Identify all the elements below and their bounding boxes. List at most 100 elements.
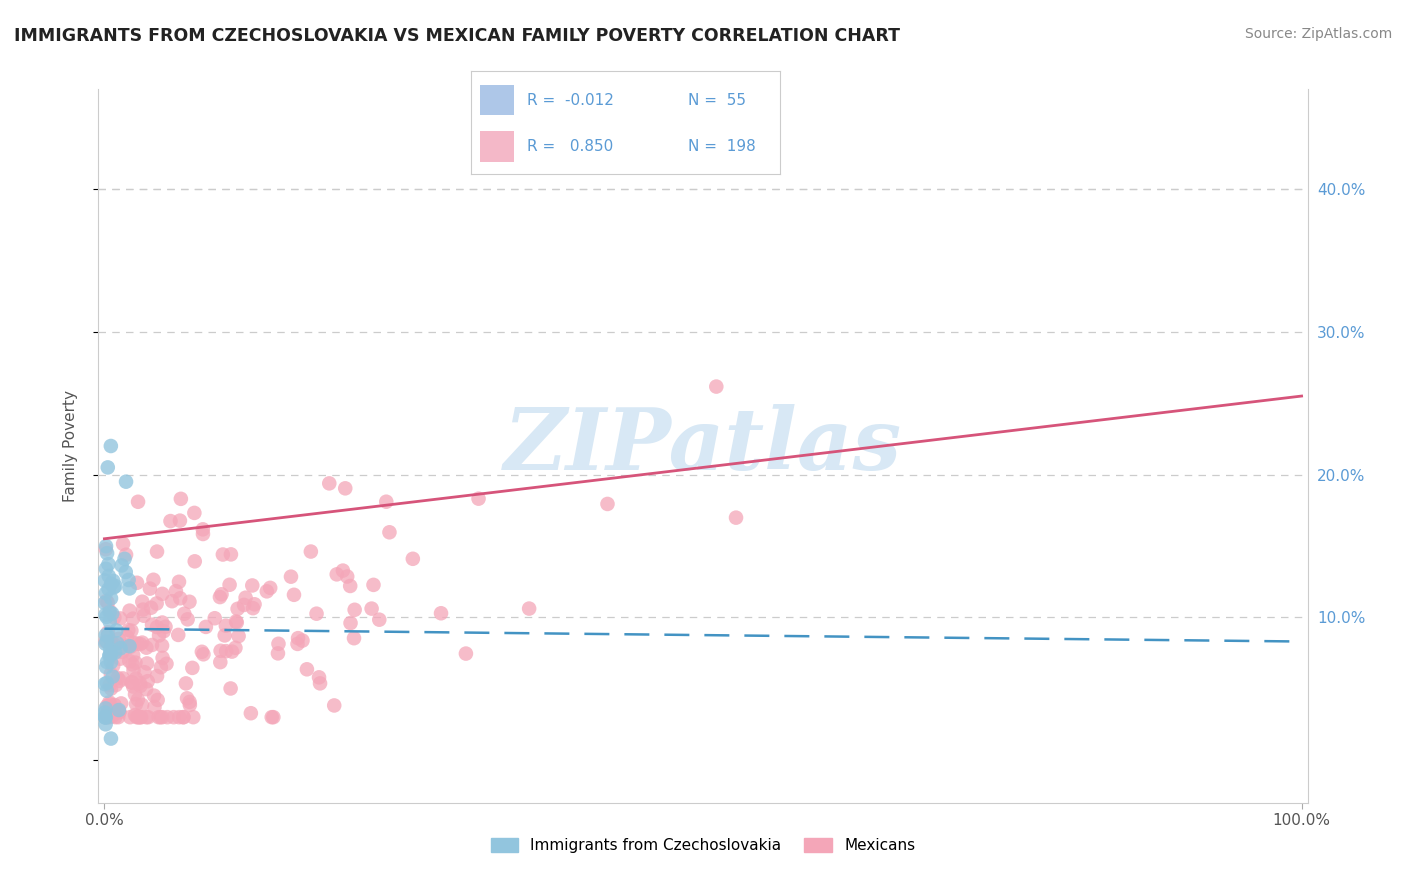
Point (98, 698, 121, 712)
Point (146, 544, 169, 558)
Point (212, 548, 235, 562)
Point (98, 604, 121, 618)
Point (124, 656, 146, 670)
Point (96, 594, 118, 608)
Point (94, 628, 117, 642)
Point (267, 646, 290, 660)
Point (129, 637, 152, 651)
Point (596, 497, 619, 511)
Point (179, 695, 201, 709)
Point (267, 637, 290, 651)
Point (131, 635, 153, 649)
Point (108, 651, 131, 665)
Text: IMMIGRANTS FROM CZECHOSLOVAKIA VS MEXICAN FAMILY POVERTY CORRELATION CHART: IMMIGRANTS FROM CZECHOSLOVAKIA VS MEXICA… (14, 27, 900, 45)
Point (94, 586, 117, 600)
Point (115, 475, 138, 489)
Point (150, 615, 173, 630)
Point (259, 581, 281, 595)
Point (97, 557, 120, 571)
Point (167, 628, 190, 642)
Point (94, 710, 117, 724)
Point (143, 700, 166, 714)
Point (114, 551, 136, 566)
Point (103, 574, 125, 588)
Point (100, 591, 122, 606)
Point (98, 648, 121, 663)
Point (287, 637, 309, 651)
Point (242, 601, 264, 615)
Point (141, 617, 163, 632)
Point (111, 672, 134, 686)
Text: R =   0.850: R = 0.850 (527, 139, 613, 153)
Point (103, 698, 125, 712)
Point (96, 610, 118, 624)
Point (235, 591, 257, 605)
Point (135, 710, 157, 724)
Point (127, 710, 149, 724)
Point (122, 612, 145, 626)
Point (183, 506, 205, 520)
Legend: Immigrants from Czechoslovakia, Mexicans: Immigrants from Czechoslovakia, Mexicans (485, 832, 921, 859)
Point (191, 522, 214, 536)
Point (191, 645, 214, 659)
Point (96, 546, 118, 560)
Point (159, 514, 181, 528)
Text: ZIPatlas: ZIPatlas (503, 404, 903, 488)
Text: Source: ZipAtlas.com: Source: ZipAtlas.com (1244, 27, 1392, 41)
Point (128, 710, 150, 724)
Point (239, 706, 262, 721)
Point (107, 671, 129, 685)
Point (291, 633, 314, 648)
Point (280, 570, 302, 584)
Point (167, 710, 190, 724)
Point (98, 710, 121, 724)
Point (149, 660, 172, 674)
Point (108, 705, 131, 719)
Point (152, 624, 174, 639)
Point (122, 664, 145, 678)
Point (139, 600, 162, 615)
Point (97, 596, 120, 610)
Point (128, 676, 150, 690)
Point (142, 573, 165, 587)
Point (94, 717, 117, 731)
Point (104, 579, 127, 593)
Point (100, 731, 122, 746)
Point (179, 698, 201, 712)
Point (172, 710, 194, 724)
FancyBboxPatch shape (481, 131, 515, 161)
Point (209, 644, 232, 658)
Point (430, 607, 453, 621)
Point (114, 565, 136, 579)
Point (98, 648, 121, 662)
Point (325, 567, 347, 582)
Point (215, 644, 238, 658)
Point (101, 709, 124, 723)
Point (118, 604, 141, 618)
Point (221, 644, 243, 658)
Point (115, 548, 138, 562)
Point (98, 695, 121, 709)
Point (208, 590, 231, 604)
Point (121, 675, 143, 690)
Text: N =  198: N = 198 (688, 139, 755, 153)
Point (167, 574, 190, 589)
Point (129, 679, 152, 693)
Point (96, 710, 118, 724)
Point (101, 607, 124, 621)
Point (139, 582, 162, 596)
Point (146, 693, 169, 707)
Point (136, 710, 159, 724)
Point (96, 655, 118, 669)
Point (148, 710, 170, 724)
Point (96, 706, 118, 721)
Point (118, 582, 141, 596)
Point (179, 595, 201, 609)
Point (94, 677, 117, 691)
Point (336, 569, 359, 583)
Point (176, 691, 198, 706)
Point (101, 658, 124, 673)
Point (150, 639, 173, 653)
Point (141, 638, 163, 652)
Point (101, 670, 124, 684)
